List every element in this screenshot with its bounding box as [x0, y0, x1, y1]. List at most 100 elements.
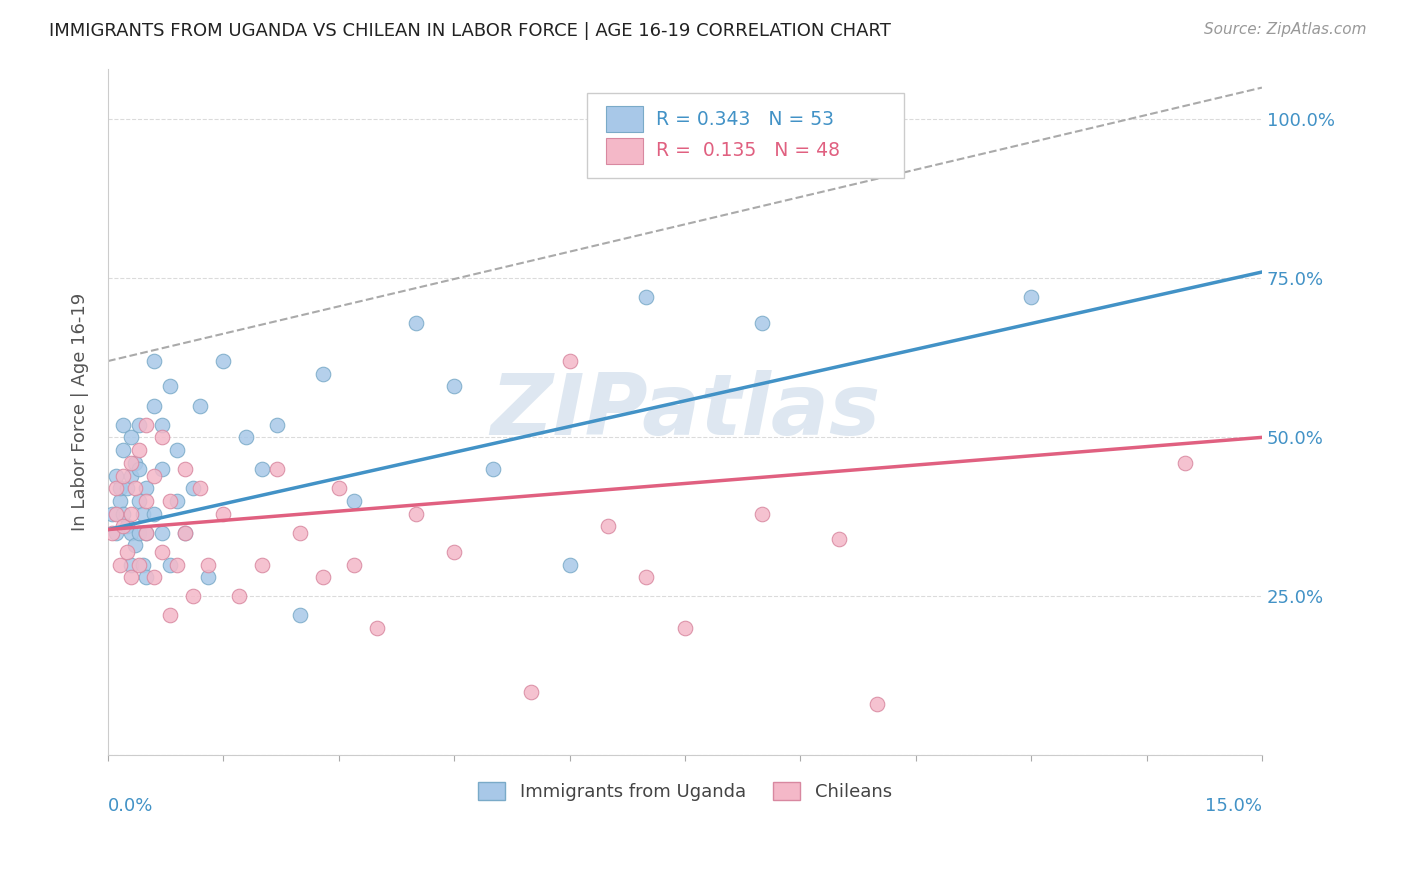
Point: [112, 507, 135, 521]
Point: [150, 545, 173, 559]
Y-axis label: In Labor Force | Age 16-19: In Labor Force | Age 16-19: [72, 293, 89, 531]
Point: [159, 608, 181, 623]
Point: [120, 570, 142, 584]
Point: [131, 558, 153, 572]
Point: [150, 525, 173, 540]
Point: [174, 462, 197, 476]
Point: [188, 481, 211, 495]
Point: [131, 507, 153, 521]
Point: [250, 558, 273, 572]
Text: 0.0%: 0.0%: [108, 797, 153, 814]
Point: [328, 481, 350, 495]
Point: [150, 462, 173, 476]
Point: [520, 685, 543, 699]
Point: [443, 379, 465, 393]
Point: [312, 570, 335, 584]
Point: [166, 494, 188, 508]
Point: [343, 494, 366, 508]
Text: IMMIGRANTS FROM UGANDA VS CHILEAN IN LABOR FORCE | AGE 16-19 CORRELATION CHART: IMMIGRANTS FROM UGANDA VS CHILEAN IN LAB…: [49, 22, 891, 40]
Point: [312, 367, 335, 381]
Point: [120, 525, 142, 540]
Point: [596, 519, 619, 533]
Point: [343, 558, 366, 572]
Point: [159, 379, 181, 393]
Point: [112, 443, 135, 458]
Point: [250, 462, 273, 476]
Point: [366, 621, 388, 635]
Text: R =  0.135   N = 48: R = 0.135 N = 48: [657, 142, 841, 161]
Point: [115, 481, 138, 495]
Point: [751, 507, 773, 521]
Point: [128, 525, 150, 540]
Point: [197, 570, 219, 584]
Point: [166, 443, 188, 458]
Point: [443, 545, 465, 559]
Point: [558, 558, 581, 572]
Point: [104, 481, 127, 495]
Point: [135, 525, 157, 540]
Point: [405, 316, 427, 330]
Point: [266, 462, 288, 476]
Point: [115, 545, 138, 559]
Point: [101, 525, 124, 540]
Point: [124, 481, 146, 495]
Point: [143, 468, 166, 483]
Point: [112, 417, 135, 432]
Point: [143, 399, 166, 413]
Point: [128, 462, 150, 476]
Point: [104, 507, 127, 521]
Point: [181, 481, 204, 495]
FancyBboxPatch shape: [606, 138, 644, 164]
Point: [143, 570, 166, 584]
FancyBboxPatch shape: [586, 93, 904, 178]
Point: [1019, 290, 1042, 304]
Point: [558, 354, 581, 368]
Point: [866, 698, 889, 712]
Point: [636, 570, 658, 584]
Point: [143, 354, 166, 368]
Point: [159, 558, 181, 572]
Point: [120, 507, 142, 521]
Point: [135, 570, 157, 584]
Point: [128, 443, 150, 458]
Point: [235, 430, 257, 444]
Point: [108, 494, 131, 508]
Text: 15.0%: 15.0%: [1205, 797, 1263, 814]
Point: [135, 525, 157, 540]
FancyBboxPatch shape: [606, 106, 644, 132]
Point: [120, 430, 142, 444]
Point: [159, 494, 181, 508]
Point: [150, 417, 173, 432]
Text: R = 0.343   N = 53: R = 0.343 N = 53: [657, 110, 834, 128]
Point: [266, 417, 288, 432]
Point: [181, 590, 204, 604]
Point: [212, 507, 235, 521]
Point: [174, 525, 197, 540]
Point: [143, 507, 166, 521]
Text: Source: ZipAtlas.com: Source: ZipAtlas.com: [1204, 22, 1367, 37]
Point: [101, 507, 124, 521]
Point: [188, 399, 211, 413]
Point: [104, 468, 127, 483]
Point: [1174, 456, 1197, 470]
Point: [290, 608, 312, 623]
Point: [174, 525, 197, 540]
Point: [636, 290, 658, 304]
Point: [120, 558, 142, 572]
Point: [481, 462, 503, 476]
Point: [135, 417, 157, 432]
Point: [150, 430, 173, 444]
Point: [197, 558, 219, 572]
Point: [128, 494, 150, 508]
Point: [228, 590, 250, 604]
Text: ZIPatlas: ZIPatlas: [489, 370, 880, 453]
Point: [405, 507, 427, 521]
Point: [751, 316, 773, 330]
Point: [128, 558, 150, 572]
Legend: Immigrants from Uganda, Chileans: Immigrants from Uganda, Chileans: [471, 774, 898, 808]
Point: [104, 525, 127, 540]
Point: [135, 481, 157, 495]
Point: [673, 621, 696, 635]
Point: [120, 456, 142, 470]
Point: [115, 519, 138, 533]
